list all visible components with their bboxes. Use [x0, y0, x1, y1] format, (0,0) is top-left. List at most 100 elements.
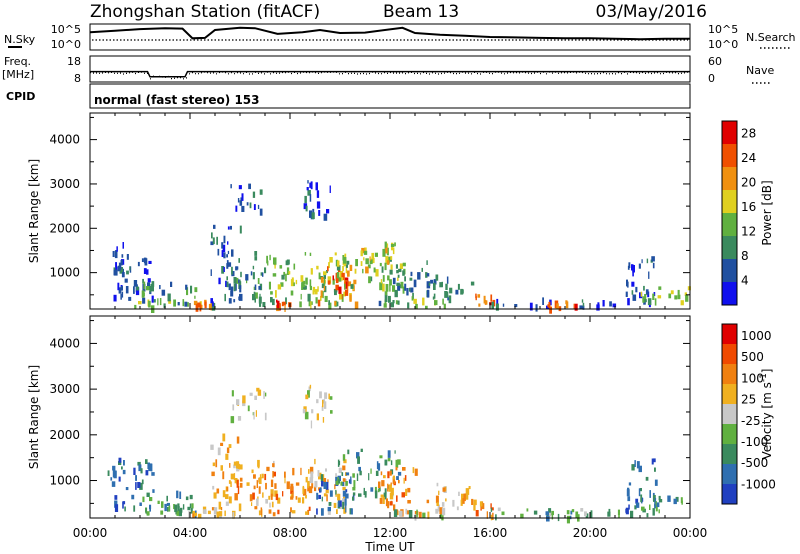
range-cell [316, 190, 320, 198]
range-cell [349, 264, 353, 271]
range-cell [379, 262, 382, 267]
range-cell [341, 272, 345, 281]
range-cell [139, 482, 143, 490]
range-cell [648, 271, 650, 279]
range-cell [390, 482, 392, 487]
range-cell [253, 474, 256, 479]
range-cell [687, 286, 691, 291]
range-cell [167, 293, 171, 302]
range-cell [321, 283, 324, 289]
range-cell [470, 281, 475, 286]
range-cell [435, 508, 439, 514]
range-cell [529, 302, 533, 311]
colorbar-tick-label: -1000 [741, 477, 776, 491]
range-cell [220, 507, 223, 511]
range-cell [254, 251, 258, 256]
range-cell [303, 203, 308, 210]
range-cell [216, 488, 220, 494]
range-cell [120, 286, 123, 291]
range-cell [266, 466, 270, 472]
range-cell [237, 416, 242, 421]
range-cell [628, 504, 630, 510]
range-cell [654, 479, 658, 486]
range-cell [226, 281, 229, 288]
range-cell [253, 291, 256, 297]
range-cell [185, 284, 188, 290]
range-cell [167, 507, 169, 512]
range-cell [389, 492, 394, 500]
range-cell [274, 261, 277, 266]
range-cell [199, 301, 202, 306]
range-cell [359, 470, 362, 476]
range-cell [388, 295, 391, 303]
range-cell [384, 299, 387, 305]
time-tick-label: 20:00 [573, 526, 608, 540]
range-cell [566, 510, 570, 515]
range-cell [628, 262, 631, 268]
range-cell [252, 294, 256, 301]
range-cell [478, 303, 481, 307]
range-cell [114, 269, 118, 276]
range-cell [434, 300, 438, 306]
range-cell [328, 300, 330, 305]
range-cell [265, 482, 267, 490]
range-cell [194, 295, 196, 299]
range-cell [304, 195, 307, 204]
range-cell [184, 301, 188, 307]
range-cell [387, 275, 390, 281]
range-cell [399, 263, 403, 269]
time-tick-label: 08:00 [273, 526, 308, 540]
range-cell [341, 277, 344, 281]
range-cell [475, 293, 477, 299]
range-cell [414, 468, 418, 476]
range-cell [345, 281, 348, 289]
colorbar-segment [722, 282, 737, 305]
range-cell [166, 495, 168, 502]
range-cell [336, 509, 338, 514]
range-cell [497, 507, 501, 512]
range-cell [233, 461, 237, 466]
range-cell [157, 298, 159, 306]
range-cell [135, 475, 137, 481]
range-cell [491, 301, 494, 309]
range-cell [654, 504, 658, 509]
range-cell [640, 494, 643, 503]
range-cell [291, 510, 296, 514]
colorbar-tick-label: 20 [741, 175, 756, 189]
range-ytick-label: 3000 [49, 382, 80, 396]
range-cell [271, 501, 274, 508]
range-cell [233, 473, 236, 480]
range-cell [304, 285, 307, 290]
range-cell [272, 512, 276, 517]
range-cell [384, 294, 388, 302]
range-cell [126, 270, 129, 275]
range-cell [565, 301, 569, 309]
range-cell [314, 458, 316, 465]
range-cell [322, 417, 325, 423]
range-cell [356, 473, 359, 481]
range-cell [644, 299, 647, 303]
range-cell [290, 496, 294, 500]
time-tick-label: 00:00 [673, 526, 708, 540]
range-cell [389, 501, 393, 506]
range-cell [627, 496, 631, 502]
range-cell [121, 254, 124, 258]
range-cell [146, 269, 149, 275]
range-cell [475, 510, 479, 517]
range-cell [495, 303, 499, 311]
range-cell [367, 264, 371, 269]
range-cell [225, 280, 227, 287]
range-cell [471, 498, 474, 505]
range-cell [416, 509, 418, 518]
range-cell [309, 279, 312, 287]
range-cell [328, 302, 332, 310]
range-cell [141, 290, 145, 298]
range-cell [548, 301, 551, 308]
range-cell [468, 486, 471, 490]
range-cell [341, 294, 344, 302]
range-cell [658, 286, 662, 290]
range-cell [636, 461, 640, 469]
range-cell [217, 447, 221, 456]
range-cell [402, 286, 405, 294]
range-cell [254, 292, 258, 299]
